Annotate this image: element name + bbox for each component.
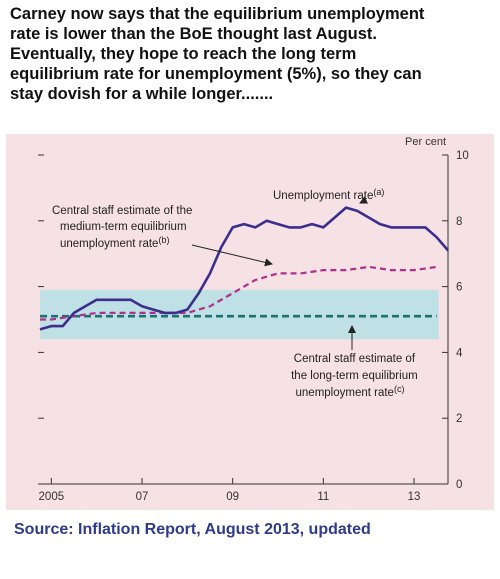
y-axis-ticks: 0 2 4 6 8 10: [38, 150, 469, 491]
annotation-unemployment-sup: (a): [373, 187, 384, 197]
headline-line-1: Carney now says that the equilibrium une…: [10, 5, 425, 23]
x-tick-label-4: 13: [408, 491, 421, 503]
unit-label: Per cent: [405, 136, 446, 148]
y-tick-label-4: 8: [456, 216, 462, 228]
annotation-long-line-1: Central staff estimate of: [294, 353, 416, 365]
annotation-long-term: Central staff estimate of the long-term …: [291, 353, 421, 399]
x-tick-label-3: 11: [317, 491, 329, 503]
annotation-unemployment-rate: Unemployment rate(a): [273, 187, 384, 202]
x-axis-ticks: 2005 07 09 11 13: [39, 478, 421, 503]
annotation-long-line-3: unemployment rate: [296, 387, 394, 399]
x-tick-label-2: 09: [226, 491, 239, 503]
annotation-unemployment-text: Unemployment rate: [273, 190, 373, 202]
series-unemployment-line: [39, 206, 449, 331]
x-tick-label-1: 07: [136, 491, 149, 503]
headline-line-3: Eventually, they hope to reach the long …: [10, 45, 357, 63]
y-tick-label-1: 2: [456, 413, 462, 425]
annotation-medium-line-1: Central staff estimate of the: [52, 205, 192, 217]
y-tick-label-2: 4: [456, 347, 463, 359]
headline-line-2: rate is lower than the BoE thought last …: [10, 25, 377, 43]
annotation-medium-term: Central staff estimate of the medium-ter…: [52, 205, 196, 250]
y-tick-label-5: 10: [456, 150, 469, 162]
annotation-unemployment-arrow: [359, 196, 369, 204]
headline: Carney now says that the equilibrium une…: [10, 4, 494, 104]
y-tick-label-0: 0: [456, 479, 462, 491]
x-tick-label-0: 2005: [39, 491, 65, 503]
annotation-long-sup: (c): [394, 384, 405, 394]
annotation-long-line-2: the long-term equilibrium: [291, 370, 418, 382]
series-layer: [39, 206, 449, 331]
annotation-medium-line-3: unemployment rate: [60, 238, 158, 250]
headline-line-4: equilibrium rate for unemployment (5%), …: [10, 65, 422, 83]
y-tick-label-3: 6: [456, 282, 462, 294]
long-term-range-band: [40, 289, 439, 340]
annotation-medium-line-2: medium-term equilibrium: [60, 221, 187, 233]
annotation-medium-term-arrow: [191, 244, 273, 267]
annotation-medium-sup: (b): [158, 235, 169, 245]
source-caption: Source: Inflation Report, August 2013, u…: [14, 521, 371, 538]
headline-line-5: stay dovish for a while longer.......: [10, 85, 274, 103]
